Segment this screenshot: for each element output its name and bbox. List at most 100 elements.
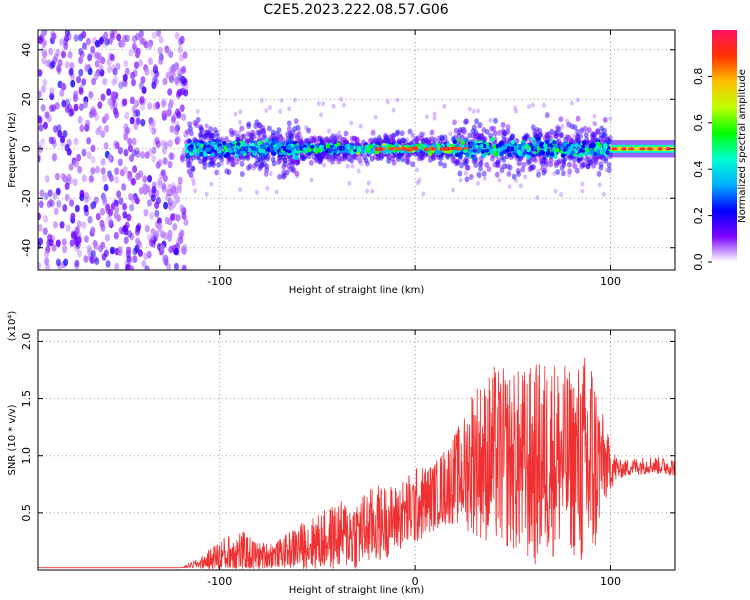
heatmap-cell bbox=[190, 165, 196, 172]
heatmap-cell bbox=[179, 204, 185, 213]
heatmap-cell bbox=[216, 139, 221, 144]
heatmap-cell bbox=[184, 154, 190, 159]
heatmap-cell bbox=[117, 146, 123, 155]
heatmap-cell bbox=[566, 161, 572, 168]
heatmap-cell bbox=[467, 106, 472, 112]
heatmap-cell bbox=[337, 130, 342, 136]
heatmap-cell bbox=[226, 143, 231, 148]
heatmap-cell bbox=[233, 111, 238, 117]
heatmap-cell bbox=[580, 126, 585, 132]
heatmap-cell bbox=[263, 170, 269, 177]
heatmap-cell bbox=[118, 226, 124, 235]
heatmap-cell bbox=[122, 202, 128, 211]
heatmap-cell bbox=[419, 131, 424, 138]
heatmap-cell bbox=[78, 47, 84, 56]
heatmap-cell bbox=[137, 249, 143, 257]
heatmap-cell bbox=[460, 140, 466, 145]
heatmap-cell bbox=[94, 60, 100, 68]
heatmap-cell bbox=[279, 98, 284, 104]
heatmap-cell bbox=[453, 160, 459, 167]
heatmap-cell bbox=[424, 114, 429, 120]
heatmap-cell bbox=[572, 124, 578, 131]
snr-x-tick-label: 0 bbox=[412, 575, 419, 588]
heatmap-cell bbox=[209, 143, 214, 149]
heatmap-cell bbox=[50, 60, 56, 69]
heatmap-cell bbox=[500, 121, 506, 128]
heatmap-cell bbox=[83, 204, 89, 213]
heatmap-cell bbox=[405, 154, 411, 161]
heatmap-cell bbox=[183, 82, 189, 91]
heatmap-cell bbox=[207, 161, 212, 168]
heatmap-cell bbox=[83, 235, 89, 243]
heatmap-cell bbox=[84, 191, 90, 200]
heatmap-cell bbox=[534, 143, 539, 149]
heatmap-cell bbox=[385, 136, 391, 143]
heatmap-cell bbox=[448, 131, 453, 137]
heatmap-cell bbox=[347, 180, 352, 186]
heatmap-cell bbox=[520, 166, 526, 173]
heatmap-cell bbox=[327, 153, 332, 159]
heatmap-cell bbox=[162, 174, 168, 182]
heatmap-cell bbox=[572, 163, 578, 170]
heatmap-cell bbox=[504, 143, 509, 148]
heatmap-cell bbox=[69, 199, 75, 207]
heatmap-cell bbox=[132, 165, 138, 173]
heatmap-cell bbox=[94, 51, 100, 60]
heatmap-cell bbox=[73, 34, 79, 42]
heatmap-cell bbox=[90, 105, 96, 114]
heatmap-cell bbox=[86, 244, 92, 253]
heatmap-cell bbox=[191, 154, 196, 161]
heatmap-cell bbox=[87, 247, 93, 256]
heatmap-cell bbox=[523, 134, 529, 141]
heatmap-cell bbox=[64, 193, 70, 202]
heatmap-cell bbox=[124, 111, 130, 120]
heatmap-cell bbox=[40, 46, 46, 54]
heatmap-y-tick-label: 40 bbox=[20, 43, 33, 57]
heatmap-cell bbox=[306, 127, 311, 134]
heatmap-cell bbox=[151, 186, 157, 194]
heatmap-cell bbox=[219, 161, 224, 167]
heatmap-cell bbox=[536, 136, 541, 142]
heatmap-cell bbox=[100, 158, 106, 166]
heatmap-cell bbox=[122, 98, 128, 107]
heatmap-cell bbox=[458, 154, 463, 159]
heatmap-cell bbox=[82, 100, 88, 109]
heatmap-cell bbox=[99, 68, 105, 77]
heatmap-cell bbox=[452, 119, 457, 126]
heatmap-cell bbox=[198, 151, 204, 157]
heatmap-cell bbox=[132, 35, 138, 43]
heatmap-cell bbox=[203, 138, 208, 144]
heatmap-cell bbox=[370, 129, 376, 136]
colorbar-tick-label: 0.8 bbox=[692, 68, 705, 86]
heatmap-cell bbox=[246, 122, 252, 129]
heatmap-cell bbox=[258, 124, 263, 130]
heatmap-cell bbox=[38, 262, 42, 270]
heatmap-cell bbox=[665, 147, 672, 151]
heatmap-cell bbox=[360, 150, 366, 155]
heatmap-cell bbox=[580, 188, 585, 194]
heatmap-cell bbox=[76, 75, 82, 84]
heatmap-cell bbox=[307, 147, 312, 153]
heatmap-cell bbox=[128, 193, 134, 201]
heatmap-cell bbox=[276, 159, 282, 166]
heatmap-cell bbox=[583, 131, 589, 138]
heatmap-cell bbox=[60, 135, 66, 144]
heatmap-cell bbox=[112, 101, 118, 109]
heatmap-cell bbox=[129, 116, 135, 125]
heatmap-cell bbox=[252, 162, 258, 169]
heatmap-cell bbox=[135, 50, 141, 59]
heatmap-cell bbox=[189, 170, 194, 176]
heatmap-cell bbox=[42, 227, 48, 236]
heatmap-cell bbox=[239, 150, 245, 155]
heatmap-cell bbox=[180, 155, 186, 163]
snr-x-tick-label: -100 bbox=[207, 575, 232, 588]
heatmap-cell bbox=[170, 116, 176, 125]
heatmap-cell bbox=[76, 220, 82, 228]
heatmap-cell bbox=[279, 135, 284, 141]
heatmap-cell bbox=[537, 128, 543, 135]
heatmap-cell bbox=[72, 178, 78, 187]
heatmap-cell bbox=[496, 162, 501, 168]
heatmap-cell bbox=[394, 130, 400, 137]
heatmap-cell bbox=[184, 148, 189, 154]
heatmap-cell bbox=[251, 165, 256, 171]
